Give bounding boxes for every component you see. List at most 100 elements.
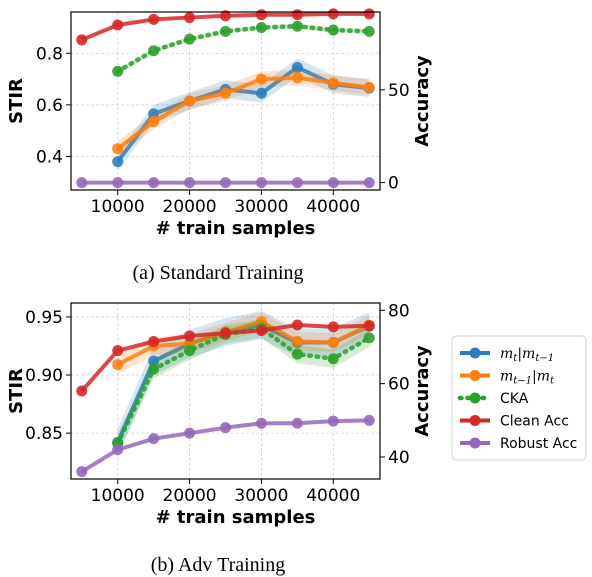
point-mt1-1 bbox=[148, 116, 160, 128]
point-clean-2 bbox=[148, 336, 160, 347]
legend-label-mt1: mt−1|mt bbox=[500, 369, 555, 387]
chart-standard-training: 10000 20000 30000 40000 0.4 0.6 0.8 0 50 # train … bbox=[6, 8, 433, 239]
x-tick-label: 40000 bbox=[306, 197, 360, 217]
point-clean-4 bbox=[220, 10, 231, 22]
point-cka-5 bbox=[291, 20, 303, 32]
point-clean-8 bbox=[363, 8, 375, 20]
point-robust-4 bbox=[220, 422, 231, 434]
plot-frame bbox=[70, 302, 381, 480]
point-clean-6 bbox=[291, 9, 303, 21]
point-robust-2 bbox=[148, 177, 160, 189]
point-robust-0 bbox=[76, 177, 88, 189]
legend-marker-robust bbox=[469, 437, 481, 449]
legend-marker-clean bbox=[469, 415, 481, 426]
point-clean-1 bbox=[112, 345, 124, 357]
point-clean-3 bbox=[184, 330, 196, 342]
y2-tick-label: 60 bbox=[388, 375, 410, 395]
legend: mt|mt−1 mt−1|mt CKA Clean Acc Robust Acc bbox=[451, 335, 587, 461]
point-robust-6 bbox=[291, 417, 303, 429]
series-line-mt1 bbox=[116, 75, 370, 151]
point-clean-6 bbox=[291, 319, 303, 331]
point-cka-2 bbox=[184, 33, 196, 45]
point-mt1-4 bbox=[255, 73, 267, 85]
x-tick-label: 10000 bbox=[91, 197, 145, 217]
point-mt-1 bbox=[148, 355, 160, 367]
point-cka-5 bbox=[291, 348, 303, 360]
legend-marker-cka bbox=[469, 392, 481, 404]
caption-standard-training: (a) Standard Training bbox=[132, 262, 303, 284]
caption-adv-training: (b) Adv Training bbox=[151, 554, 285, 576]
point-mt1-7 bbox=[363, 81, 375, 93]
point-robust-5 bbox=[255, 177, 267, 189]
point-mt1-6 bbox=[327, 77, 339, 89]
point-mt1-0 bbox=[112, 143, 124, 155]
y-tick-label: 0.8 bbox=[36, 44, 63, 64]
point-clean-3 bbox=[184, 12, 196, 24]
point-cka-1 bbox=[148, 45, 160, 57]
legend-label-robust: Robust Acc bbox=[500, 436, 577, 452]
point-clean-4 bbox=[220, 327, 231, 339]
y2-tick-label: 0 bbox=[388, 174, 399, 194]
point-robust-8 bbox=[363, 414, 375, 426]
point-cka-4 bbox=[255, 21, 267, 33]
x-tick-label: 30000 bbox=[234, 486, 288, 506]
point-cka-3 bbox=[220, 25, 231, 37]
x-tick-label: 20000 bbox=[163, 197, 217, 217]
point-cka-6 bbox=[327, 353, 339, 365]
x-axis-title: # train samples bbox=[156, 218, 316, 239]
point-clean-2 bbox=[148, 13, 160, 25]
x-axis-title: # train samples bbox=[156, 507, 316, 528]
point-robust-7 bbox=[327, 415, 339, 427]
x-tick-label: 30000 bbox=[234, 197, 288, 217]
point-robust-3 bbox=[184, 177, 196, 189]
point-cka-1 bbox=[148, 363, 160, 375]
point-robust-5 bbox=[255, 417, 267, 429]
point-mt1-6 bbox=[327, 336, 339, 348]
point-robust-8 bbox=[363, 177, 375, 189]
point-robust-2 bbox=[148, 433, 160, 445]
point-robust-7 bbox=[327, 177, 339, 189]
point-robust-0 bbox=[76, 466, 88, 478]
point-clean-1 bbox=[112, 19, 124, 31]
x-tick-label: 20000 bbox=[163, 486, 217, 506]
point-cka-0 bbox=[112, 65, 124, 77]
y2-tick-label: 50 bbox=[388, 81, 410, 101]
point-mt1-2 bbox=[184, 95, 196, 107]
point-clean-5 bbox=[255, 9, 267, 21]
point-robust-3 bbox=[184, 427, 196, 439]
point-cka-6 bbox=[327, 24, 339, 36]
point-robust-1 bbox=[112, 444, 124, 456]
point-clean-5 bbox=[255, 325, 267, 336]
point-clean-7 bbox=[327, 8, 339, 20]
legend-label-cka: CKA bbox=[500, 391, 529, 407]
point-clean-7 bbox=[327, 321, 339, 333]
y-tick-label: 0.95 bbox=[25, 308, 63, 328]
point-cka-7 bbox=[363, 25, 375, 37]
plot-frame bbox=[70, 11, 381, 191]
point-mt-4 bbox=[255, 87, 267, 99]
y-tick-label: 0.85 bbox=[25, 424, 63, 444]
legend-label-mt: mt|mt−1 bbox=[500, 346, 554, 364]
point-clean-0 bbox=[76, 34, 88, 46]
y2-tick-label: 40 bbox=[388, 448, 410, 468]
y-axis-title: STIR bbox=[6, 78, 27, 124]
chart-adv-training: 10000 20000 30000 40000 0.85 0.90 0.95 40 60 80 # … bbox=[6, 301, 433, 528]
y-axis-title: STIR bbox=[6, 368, 27, 414]
y2-axis-title: Accuracy bbox=[412, 345, 433, 437]
legend-label-clean: Clean Acc bbox=[500, 414, 569, 430]
series-line-mt1 bbox=[116, 319, 371, 367]
y-tick-label: 0.6 bbox=[36, 96, 63, 116]
point-mt-5 bbox=[291, 61, 303, 73]
series-line-cka bbox=[115, 23, 372, 74]
x-tick-label: 40000 bbox=[306, 486, 360, 506]
point-robust-1 bbox=[112, 177, 124, 189]
point-mt1-0 bbox=[112, 359, 124, 371]
point-mt1-3 bbox=[220, 87, 231, 99]
point-robust-4 bbox=[220, 177, 231, 189]
y2-tick-label: 80 bbox=[388, 301, 410, 321]
point-cka-2 bbox=[184, 345, 196, 357]
point-robust-6 bbox=[291, 177, 303, 189]
point-clean-0 bbox=[76, 385, 88, 397]
legend-marker-mt1 bbox=[469, 370, 481, 381]
